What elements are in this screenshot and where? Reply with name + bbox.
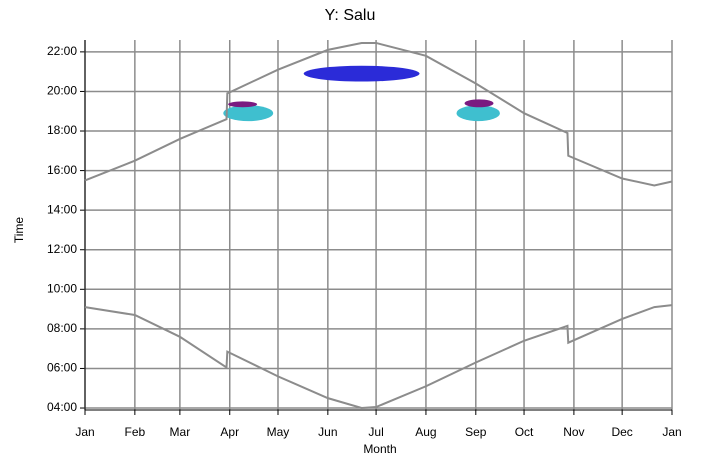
x-axis-label: Month bbox=[363, 442, 396, 456]
y-tick-label: 20:00 bbox=[47, 84, 77, 98]
y-tick-label: 10:00 bbox=[47, 281, 77, 295]
y-tick-label: 22:00 bbox=[47, 44, 77, 58]
y-tick-label: 16:00 bbox=[47, 163, 77, 177]
x-tick-label: Oct bbox=[515, 425, 534, 439]
x-tick-label: Jan bbox=[75, 425, 94, 439]
x-tick-label: Feb bbox=[125, 425, 146, 439]
area-blob bbox=[228, 101, 258, 108]
chart-title: Y: Salu bbox=[325, 7, 376, 24]
x-tick-label: Nov bbox=[563, 425, 584, 439]
y-axis-label: Time bbox=[12, 217, 26, 244]
x-tick-label: May bbox=[267, 425, 290, 439]
area-blob bbox=[303, 65, 420, 82]
x-tick-label: Mar bbox=[170, 425, 191, 439]
x-tick-label: Apr bbox=[220, 425, 239, 439]
line-series bbox=[84, 41, 673, 187]
x-tick-label: Aug bbox=[415, 425, 436, 439]
x-tick-label: Jan bbox=[662, 425, 681, 439]
y-tick-label: 06:00 bbox=[47, 361, 77, 375]
line-series bbox=[84, 304, 673, 410]
x-tick-label: Sep bbox=[465, 425, 487, 439]
x-tick-label: Jul bbox=[368, 425, 383, 439]
area-blob bbox=[456, 105, 500, 122]
y-tick-label: 14:00 bbox=[47, 202, 77, 216]
area-blob bbox=[464, 99, 494, 108]
y-tick-label: 04:00 bbox=[47, 400, 77, 414]
x-tick-label: Dec bbox=[611, 425, 632, 439]
x-tick-label: Jun bbox=[318, 425, 337, 439]
y-tick-label: 12:00 bbox=[47, 242, 77, 256]
area-blob bbox=[223, 105, 274, 122]
y-tick-label: 18:00 bbox=[47, 123, 77, 137]
y-tick-label: 08:00 bbox=[47, 321, 77, 335]
